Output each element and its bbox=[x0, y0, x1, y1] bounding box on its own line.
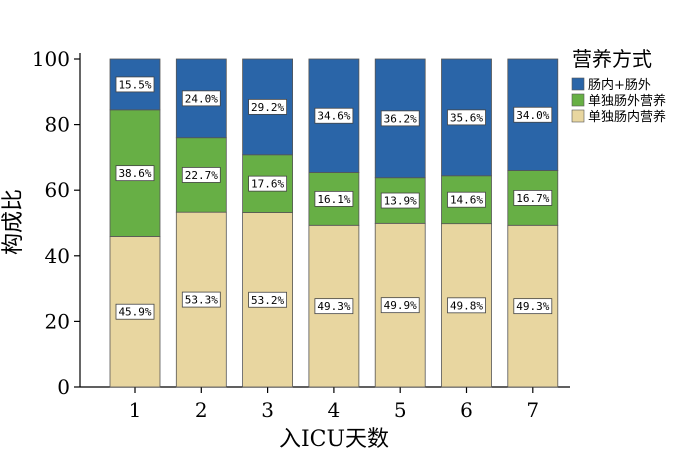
data-label: 49.9% bbox=[384, 299, 417, 312]
y-tick-label: 20 bbox=[45, 309, 70, 333]
data-label-box bbox=[447, 297, 486, 314]
data-label-box bbox=[115, 76, 155, 93]
x-tick-label: 4 bbox=[328, 398, 341, 422]
x-tick-label: 6 bbox=[460, 398, 473, 422]
x-tick-label: 3 bbox=[261, 398, 274, 422]
legend-swatch bbox=[571, 93, 585, 107]
data-label-box bbox=[380, 192, 420, 209]
y-axis-label: 构成比 bbox=[1, 189, 26, 255]
data-label-box bbox=[181, 291, 221, 308]
data-label-box bbox=[447, 109, 486, 126]
x-tick-label: 7 bbox=[526, 398, 539, 422]
data-label: 13.9% bbox=[384, 195, 417, 208]
x-tick-label: 5 bbox=[394, 398, 407, 422]
data-label: 34.0% bbox=[516, 109, 549, 122]
data-label-box bbox=[513, 298, 553, 315]
data-label: 16.7% bbox=[516, 192, 549, 205]
data-label-box bbox=[181, 90, 221, 107]
data-label-box bbox=[248, 175, 288, 192]
data-label: 24.0% bbox=[185, 92, 218, 105]
data-label: 14.6% bbox=[450, 194, 483, 207]
data-label: 49.3% bbox=[317, 300, 350, 313]
data-label: 49.3% bbox=[516, 300, 549, 313]
legend-title: 营养方式 bbox=[572, 47, 652, 71]
data-label: 15.5% bbox=[118, 78, 151, 91]
data-label-box bbox=[314, 298, 354, 315]
data-label: 34.6% bbox=[317, 110, 350, 123]
data-label-box bbox=[248, 98, 288, 115]
data-label: 22.7% bbox=[185, 169, 218, 182]
x-axis-label: 入ICU天数 bbox=[279, 427, 389, 452]
legend-swatch bbox=[571, 77, 585, 91]
legend-entry: 单独肠外营养 bbox=[588, 93, 666, 109]
data-label: 35.6% bbox=[450, 111, 483, 124]
data-label-box bbox=[380, 110, 420, 127]
legend-entry: 肠内+肠外 bbox=[588, 77, 651, 93]
data-label: 53.3% bbox=[185, 294, 218, 307]
data-label: 45.9% bbox=[118, 306, 151, 319]
data-label: 38.6% bbox=[118, 167, 151, 180]
data-label-box bbox=[513, 190, 553, 206]
data-label-box bbox=[115, 165, 155, 182]
data-labels: 45.9% 38.6% 15.5% 53.3% 22.7% 24.0% 53.2% 17.6%… bbox=[115, 76, 553, 320]
x-tick-label: 2 bbox=[195, 398, 208, 422]
data-label-box bbox=[115, 303, 155, 320]
data-label: 53.2% bbox=[251, 294, 284, 307]
data-label: 36.2% bbox=[384, 112, 417, 125]
data-label-box bbox=[181, 167, 221, 183]
y-tick-label: 60 bbox=[45, 178, 70, 202]
data-label: 49.8% bbox=[450, 299, 483, 312]
axes: 0 20 40 60 80 100 1 2 3 4 5 6 7 bbox=[32, 47, 570, 422]
y-tick-label: 100 bbox=[32, 47, 70, 71]
data-label-box bbox=[248, 291, 288, 308]
x-tick-label: 1 bbox=[129, 398, 142, 422]
data-label-box bbox=[380, 297, 420, 314]
data-label-box bbox=[314, 107, 354, 124]
data-label-box bbox=[447, 191, 486, 208]
data-label-box bbox=[513, 106, 553, 123]
y-tick-label: 80 bbox=[45, 113, 70, 137]
y-tick-label: 0 bbox=[57, 375, 70, 399]
data-label: 29.2% bbox=[251, 101, 284, 114]
legend-swatch bbox=[571, 109, 585, 123]
y-tick-label: 40 bbox=[45, 244, 70, 268]
data-label: 16.1% bbox=[317, 193, 350, 206]
legend-entry: 单独肠内营养 bbox=[588, 109, 666, 125]
data-label-box bbox=[314, 190, 354, 207]
data-label: 17.6% bbox=[251, 178, 284, 191]
